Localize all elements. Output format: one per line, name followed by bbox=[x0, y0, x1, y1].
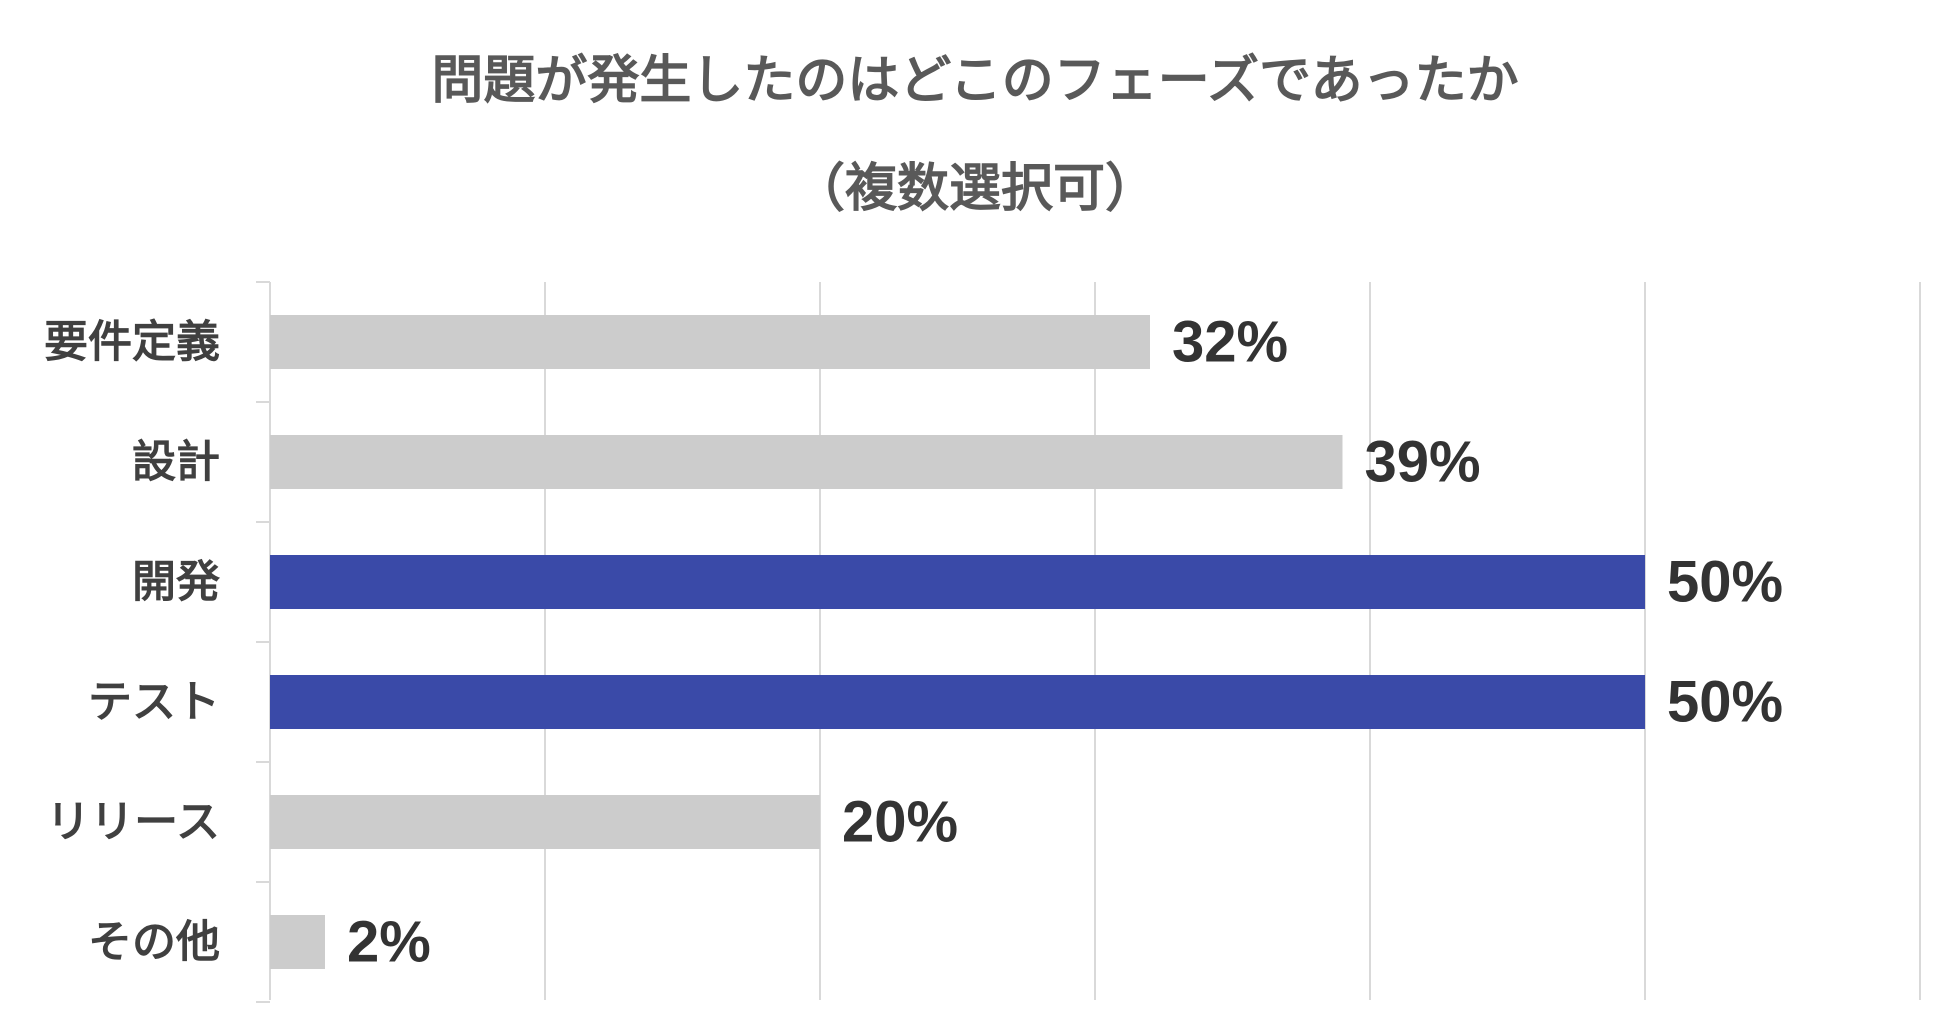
category-label-2: 開発 bbox=[132, 557, 221, 608]
category-label-4: リリース bbox=[46, 797, 220, 848]
category-label-5: その他 bbox=[88, 917, 220, 968]
value-label-5: 2% bbox=[347, 910, 431, 975]
bar-5 bbox=[270, 915, 325, 969]
value-label-1: 39% bbox=[1365, 430, 1481, 495]
bar-3 bbox=[270, 675, 1645, 729]
bar-1 bbox=[270, 435, 1343, 489]
category-label-3: テスト bbox=[88, 677, 220, 728]
category-label-0: 要件定義 bbox=[44, 317, 220, 368]
bar-0 bbox=[270, 315, 1150, 369]
value-labels: 32% 39% 50% 50% 20% 2% bbox=[347, 310, 1783, 975]
chart-subtitle: （複数選択可） bbox=[792, 159, 1157, 219]
value-label-4: 20% bbox=[842, 790, 958, 855]
chart-title: 問題が発生したのはどこのフェーズであったか bbox=[431, 51, 1519, 111]
bar-2 bbox=[270, 555, 1645, 609]
value-label-0: 32% bbox=[1172, 310, 1288, 375]
bars bbox=[270, 315, 1645, 969]
y-axis bbox=[256, 281, 271, 1003]
value-label-2: 50% bbox=[1667, 550, 1783, 615]
bar-4 bbox=[270, 795, 820, 849]
gridlines bbox=[544, 282, 1921, 1000]
category-label-1: 設計 bbox=[132, 437, 220, 488]
value-label-3: 50% bbox=[1667, 670, 1783, 735]
